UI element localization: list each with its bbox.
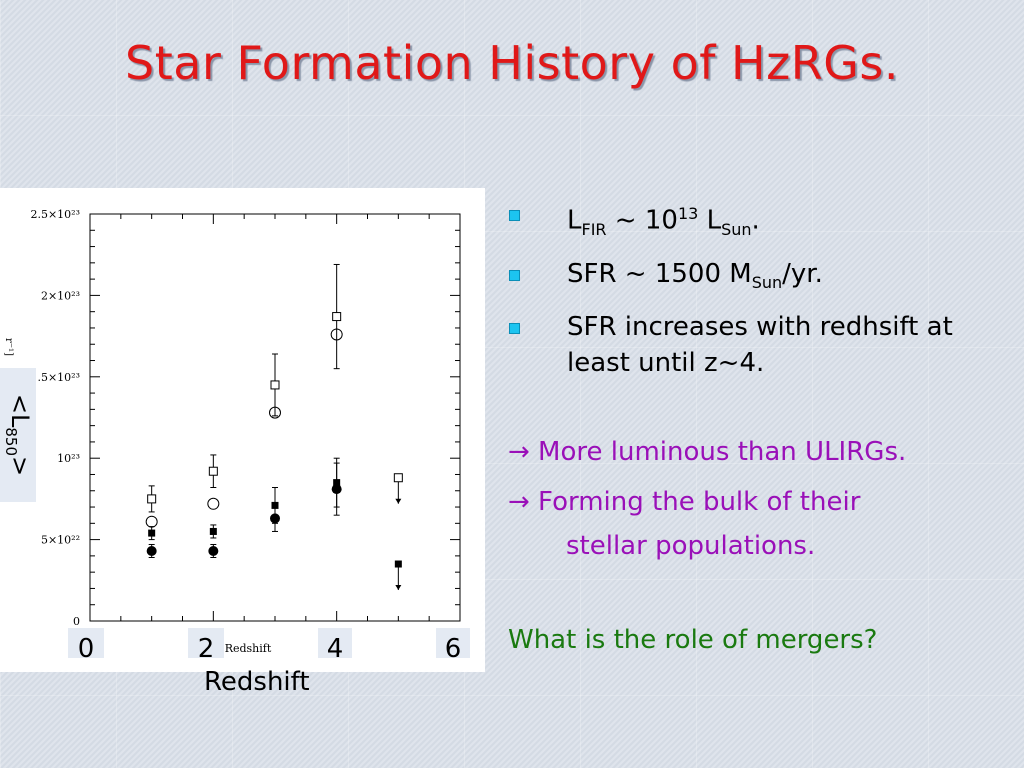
filled-square-point [209,527,217,535]
y-tick-label: 0 [73,615,80,628]
bullet-square-icon [509,210,520,221]
x-tick-label-2: 2 [188,628,224,664]
bullet-sfr-redshift: SFR increases with redhsift at least unt… [505,309,1020,381]
filled-circle-point [331,484,342,495]
open-circle-point [207,497,220,510]
filled-circle-point [146,545,157,556]
arrow-point-luminous: → More luminous than ULIRGs. [508,437,907,467]
scatter-plot: 2.5×10²³ 2×10²³ 1.5×10²³ 10²³ 5×10²² 0 Redshi… [3,208,461,655]
y-axis-label: <L850> [2,393,34,477]
arrow-point-bulk: → Forming the bulk of their [508,487,861,517]
bullet-square-icon [509,323,520,335]
y-tick-label: 2×10²³ [41,289,80,302]
open-square-point [393,473,403,483]
y-label-overlay-box [0,368,36,502]
bullet-list: LFIR ~ 1013 LSun. SFR ~ 1500 MSun/yr. SF… [505,196,1020,389]
bullet-lfir: LFIR ~ 1013 LSun. [505,196,1020,248]
filled-circle-point [270,513,280,524]
x-tick-label-0: 0 [68,628,104,664]
filled-square-point [148,529,156,537]
bullet-square-icon [509,269,520,281]
open-square-point [208,466,218,476]
y-tick-label: 1.5×10²³ [30,371,80,384]
mergers-question: What is the role of mergers? [508,625,878,655]
upper-limit-arrowhead [395,585,402,591]
filled-circle-point [208,545,219,556]
open-square-point [147,494,157,504]
figure-panel: 2.5×10²³ 2×10²³ 1.5×10²³ 10²³ 5×10²² 0 Redshi… [0,188,485,672]
filled-square-point [394,560,402,568]
arrow-point-bulk-continued: stellar populations. [566,531,816,561]
inner-x-axis-label: Redshift [225,642,272,655]
open-square-point [270,380,280,390]
open-circle-point [330,328,343,341]
bullet-sfr: SFR ~ 1500 MSun/yr. [505,256,1020,301]
open-square-point [332,312,342,322]
x-tick-label-6: 6 [436,628,470,664]
upper-limit-arrowhead [395,498,402,504]
y-tick-label: 5×10²² [41,534,80,547]
cropped-y-axis-label: r⁻¹] [3,338,14,356]
y-tick-label: 2.5×10²³ [30,208,80,221]
slide-title: Star Formation History of HzRGs. [125,36,899,90]
x-tick-label-4: 4 [318,628,352,664]
open-circle-point [145,515,158,528]
x-axis-label: Redshift [204,667,310,697]
y-tick-label: 10²³ [57,452,80,465]
plot-frame [89,213,461,622]
open-circle-point [269,406,281,419]
